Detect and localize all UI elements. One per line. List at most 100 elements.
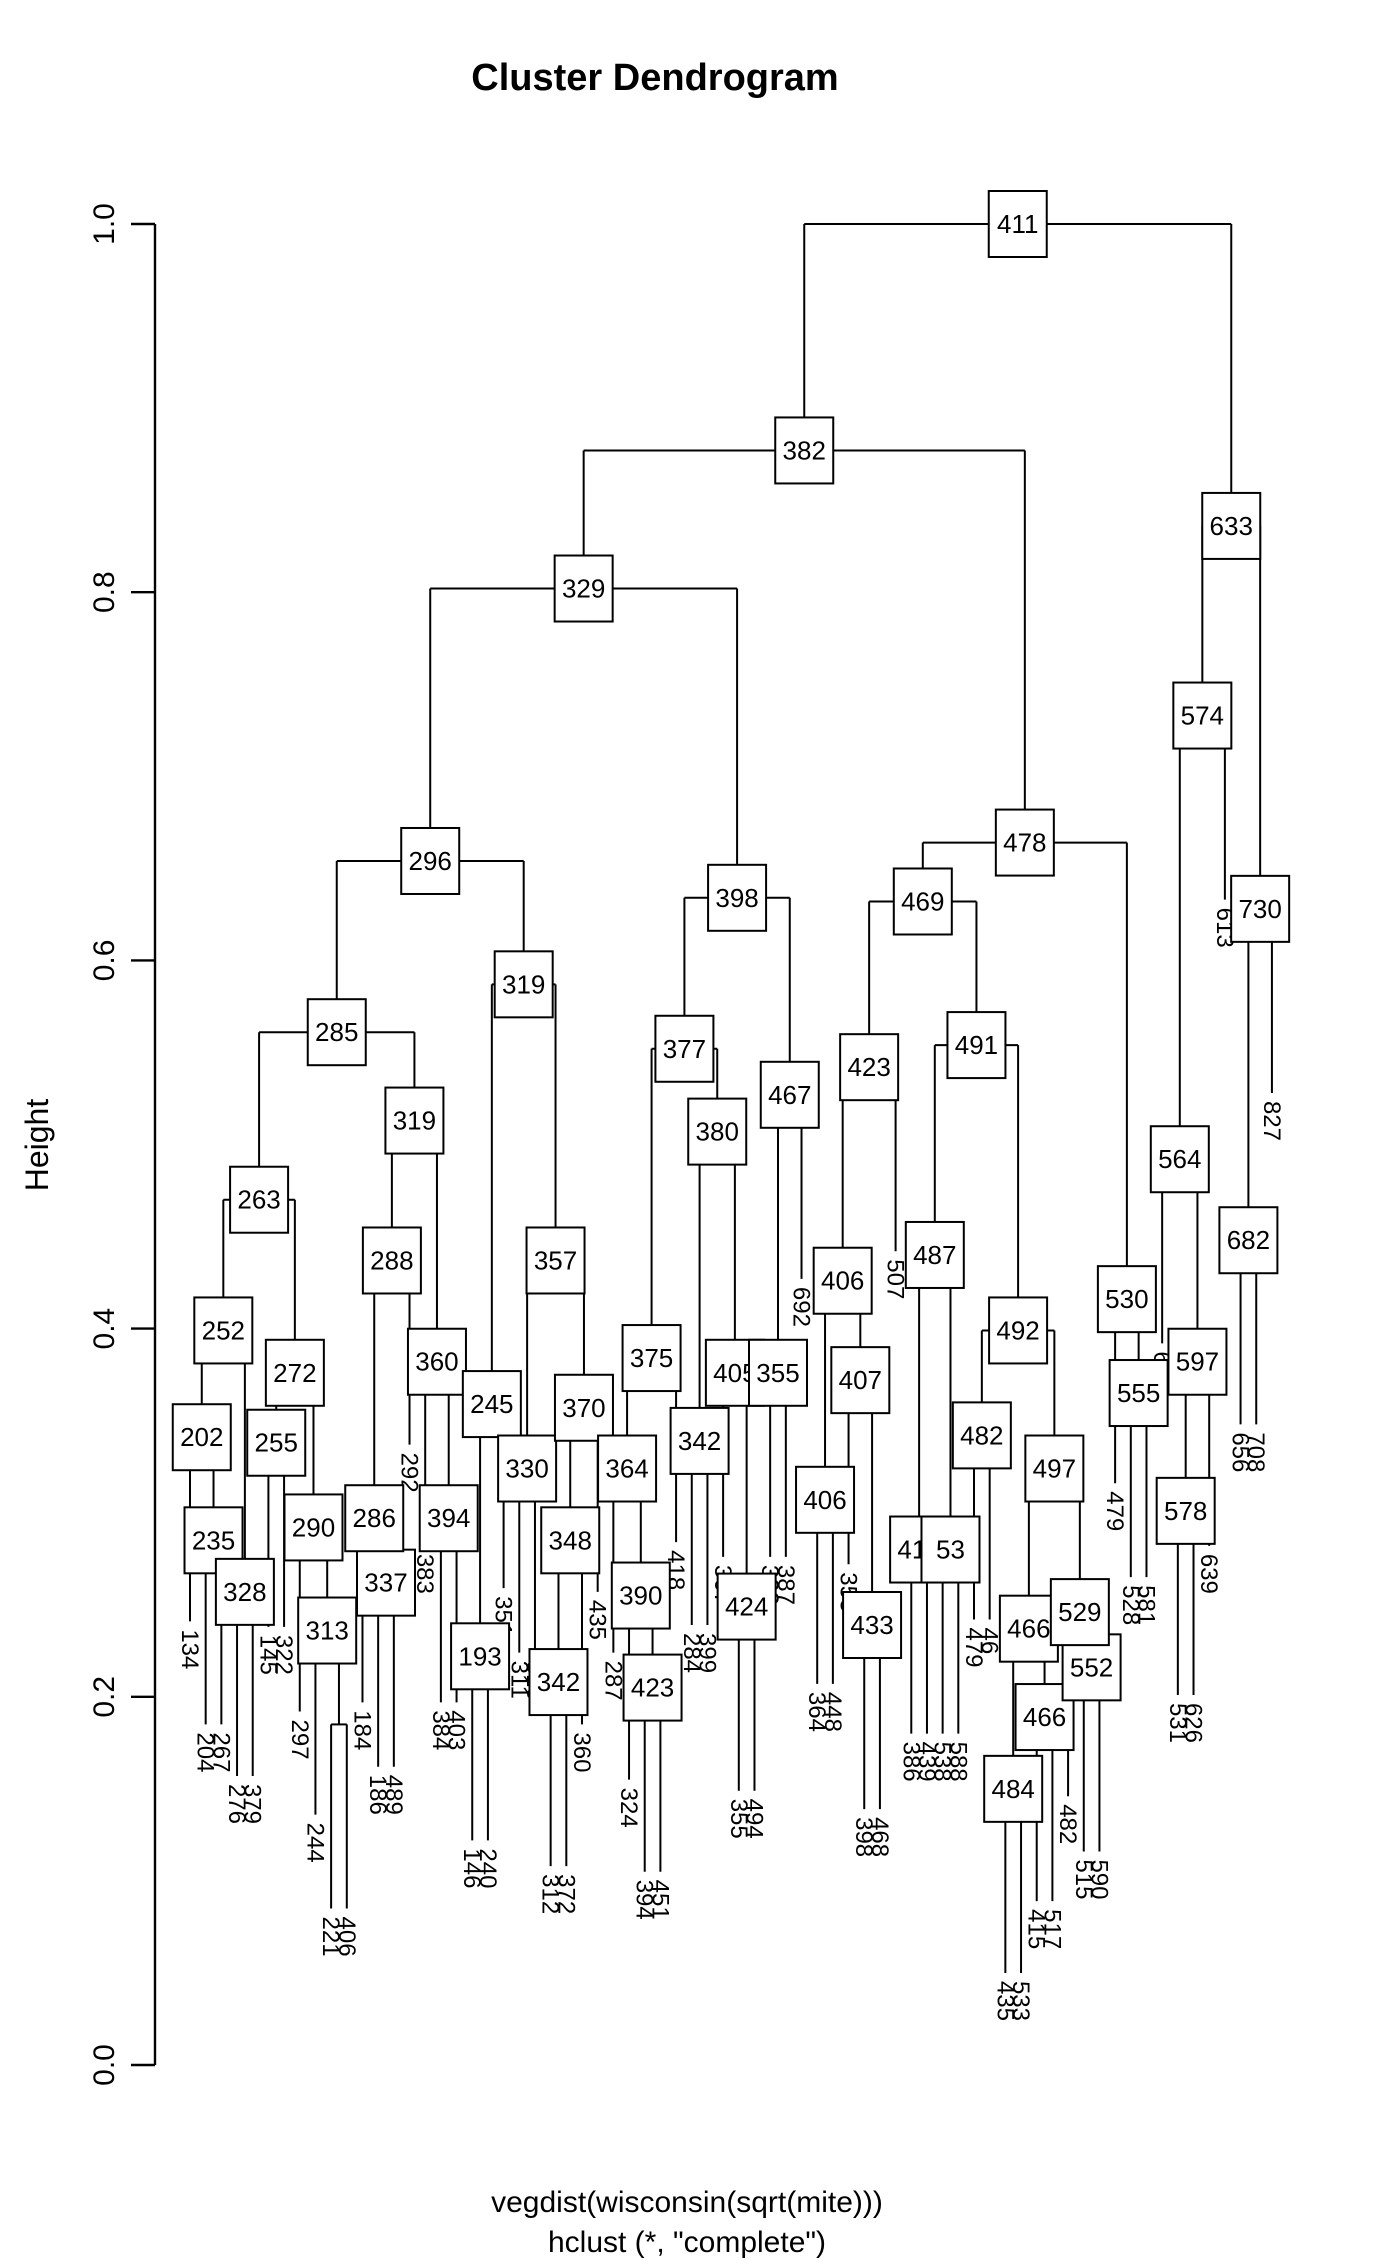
leaf-label: 297 [286, 1720, 313, 1760]
leaf-label: 435 [584, 1600, 611, 1640]
node-label: 482 [960, 1420, 1003, 1450]
node-label: 285 [315, 1017, 358, 1047]
node-box [622, 1653, 683, 1722]
node-label: 360 [415, 1347, 458, 1377]
leaf-label: 244 [301, 1823, 328, 1863]
node-label: 337 [364, 1568, 407, 1598]
leaf-label: 240 [474, 1848, 501, 1888]
leaf-label: 507 [882, 1259, 909, 1299]
leaf-label: 276 [223, 1784, 250, 1824]
leaf-label: 533 [1007, 1981, 1034, 2021]
leaf-label: 531 [1164, 1703, 1191, 1743]
node-box [951, 1401, 1012, 1470]
node-box [988, 1296, 1049, 1365]
node-label: 272 [273, 1358, 316, 1388]
leaf-label: 538 [929, 1742, 956, 1782]
y-axis-tick-label: 0.4 [88, 1308, 121, 1350]
x-axis-caption-line2: hclust (*, "complete") [548, 2226, 826, 2259]
node-box [994, 808, 1055, 877]
leaf-label: 221 [317, 1917, 344, 1957]
node-label: 380 [696, 1117, 739, 1147]
leaf-label: 626 [1180, 1703, 1207, 1743]
leaf-label: 324 [615, 1788, 642, 1828]
leaf-label: 590 [1085, 1859, 1112, 1899]
node-label: 364 [605, 1454, 648, 1484]
node-box [297, 1596, 358, 1665]
node-label: 290 [292, 1512, 335, 1542]
node-box [1108, 1359, 1169, 1428]
node-label: 466 [1023, 1702, 1066, 1732]
node-label: 578 [1164, 1496, 1207, 1526]
node-box [400, 826, 461, 895]
node-box [774, 416, 835, 485]
node-box [669, 1406, 730, 1475]
node-label: 375 [630, 1343, 673, 1373]
leaf-label: 489 [380, 1775, 407, 1815]
node-label: 411 [997, 209, 1038, 239]
node-box [707, 863, 768, 932]
node-box [1049, 1578, 1110, 1647]
leaf-label: 46 [976, 1627, 1003, 1654]
node-box [246, 1408, 307, 1477]
node-label: 423 [847, 1052, 890, 1082]
node-label: 398 [715, 883, 758, 913]
node-box [493, 950, 554, 1019]
node-box [283, 1493, 344, 1562]
node-box [759, 1060, 820, 1129]
leaf-label: 439 [913, 1742, 940, 1782]
node-label: 492 [996, 1315, 1039, 1345]
y-axis-label: Height [19, 1099, 55, 1192]
leaf-label: 145 [254, 1635, 281, 1675]
node-box [361, 1226, 422, 1295]
node-box [892, 867, 953, 936]
node-box [528, 1648, 589, 1717]
leaf-label: 494 [740, 1799, 767, 1839]
node-box [1172, 681, 1233, 750]
node-label: 355 [756, 1358, 799, 1388]
node-label: 342 [678, 1426, 721, 1456]
node-label: 487 [913, 1240, 956, 1270]
node-box [839, 1033, 900, 1102]
leaf-label: 403 [443, 1710, 470, 1750]
node-label: 342 [537, 1667, 580, 1697]
leaf-label: 312 [537, 1874, 564, 1914]
node-box [525, 1226, 586, 1295]
node-box [406, 1327, 467, 1396]
leaf-label: 515 [1070, 1859, 1097, 1899]
node-label: 530 [1105, 1284, 1148, 1314]
node-label: 552 [1070, 1652, 1113, 1682]
y-axis-tick-label: 0.6 [88, 940, 121, 982]
leaf-label: 267 [207, 1732, 234, 1772]
node-label: 330 [505, 1454, 548, 1484]
leaf-label: 146 [458, 1848, 485, 1888]
leaf-labels: 1342042672763791453222972442214061841864… [176, 908, 1285, 2021]
node-label: 478 [1003, 828, 1046, 858]
leaf-label: 204 [192, 1732, 219, 1772]
node-box [461, 1370, 522, 1439]
node-label: 469 [901, 886, 944, 916]
node-box [497, 1434, 558, 1503]
node-label: 296 [409, 846, 452, 876]
leaf-label: 364 [803, 1692, 830, 1732]
node-label: 313 [306, 1616, 349, 1646]
node-label: 491 [955, 1030, 998, 1060]
leaf-label: 435 [991, 1981, 1018, 2021]
leaf-label: 360 [568, 1732, 595, 1772]
node-label: 319 [393, 1106, 436, 1136]
node-box [193, 1296, 254, 1365]
node-box [540, 1506, 601, 1575]
node-label: 424 [725, 1592, 768, 1622]
node-box [384, 1086, 445, 1155]
leaf-label: 386 [897, 1742, 924, 1782]
node-label: 53 [936, 1535, 965, 1565]
node-label: 329 [562, 574, 605, 604]
node-box [654, 1014, 715, 1083]
node-label: 555 [1117, 1378, 1160, 1408]
leaf-label: 528 [1117, 1585, 1144, 1625]
leaf-label: 399 [693, 1633, 720, 1673]
node-box [983, 1754, 1044, 1823]
node-box [1149, 1125, 1210, 1194]
node-label: 382 [783, 435, 826, 465]
leaf-label: 482 [1054, 1804, 1081, 1844]
